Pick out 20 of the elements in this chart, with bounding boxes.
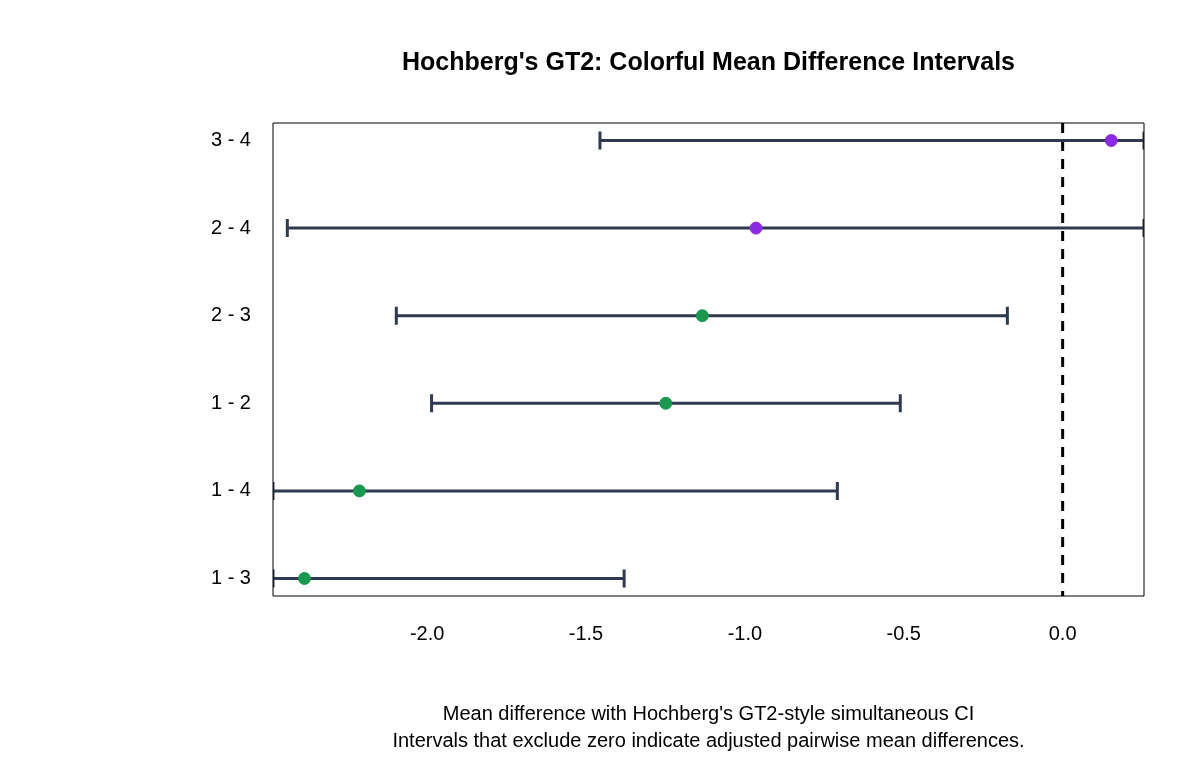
chart-title: Hochberg's GT2: Colorful Mean Difference Intervals bbox=[401, 46, 1016, 75]
y-tick-label: 1 - 3 bbox=[210, 566, 251, 588]
point bbox=[352, 484, 366, 498]
x-tick-label: 0.0 bbox=[1048, 621, 1077, 644]
text: Intervals that exclude zero indicate adjusted pairwise mean differences. bbox=[392, 728, 1025, 751]
point bbox=[695, 309, 709, 323]
x-axis-title: Mean difference with Hochberg's GT2-style simultaneous CI bbox=[442, 701, 975, 724]
point bbox=[1104, 134, 1118, 148]
y-tick-label: 2 - 3 bbox=[210, 303, 251, 326]
x-tick-label: -1.5 bbox=[568, 621, 604, 644]
y-tick-label: 2 - 4 bbox=[210, 215, 251, 238]
point bbox=[297, 571, 311, 585]
y-tick-label: 3 - 4 bbox=[210, 128, 251, 151]
point bbox=[659, 396, 673, 410]
x-tick-label: -1.0 bbox=[727, 621, 763, 644]
x-tick-label: -0.5 bbox=[886, 621, 921, 644]
y-tick-label: 1 - 4 bbox=[210, 478, 251, 501]
y-tick-label: 1 - 2 bbox=[210, 390, 251, 413]
x-tick-label: -2.0 bbox=[409, 621, 445, 644]
point bbox=[749, 221, 763, 235]
